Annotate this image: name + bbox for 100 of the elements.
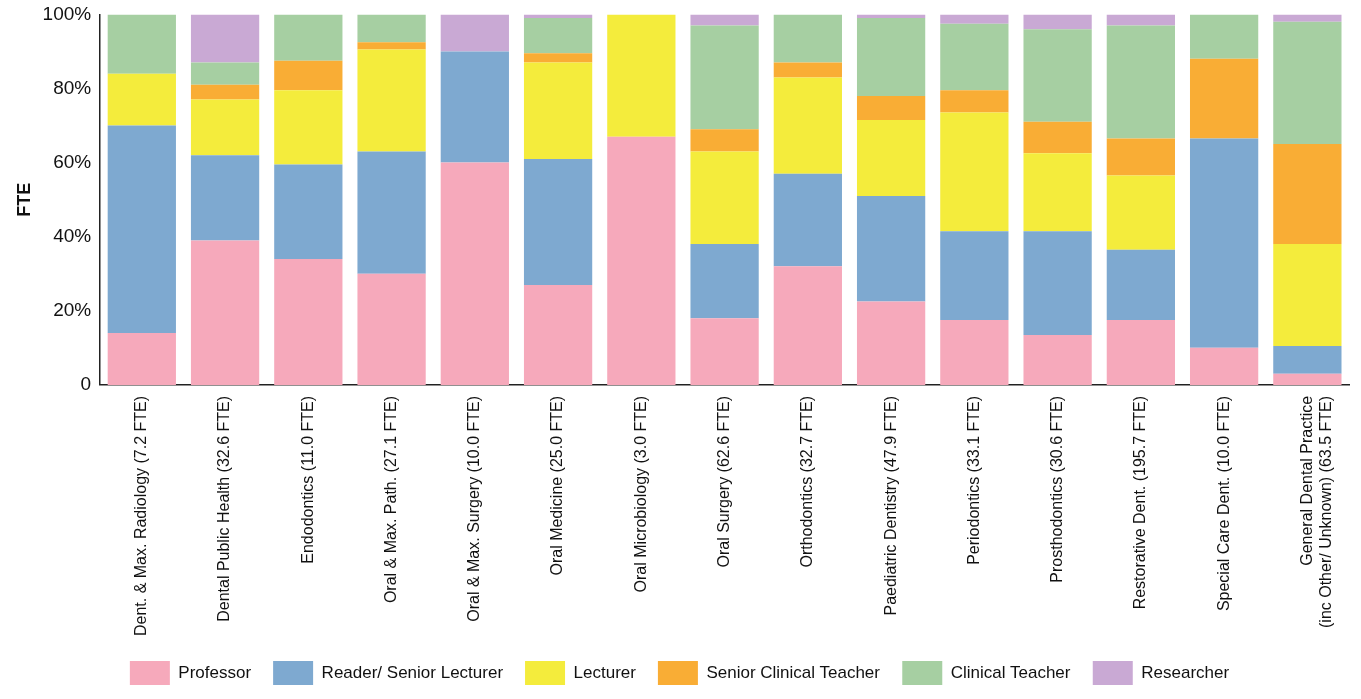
- bar: [190, 99, 260, 156]
- x-tick-label: Oral Microbiology (3.0 FTE): [631, 395, 649, 593]
- x-tick-label: Orthodontics (32.7 FTE): [798, 395, 816, 568]
- bar: [1106, 320, 1175, 385]
- bar: [107, 14, 176, 74]
- bar: [773, 173, 842, 267]
- bar: [773, 14, 842, 63]
- bar: [1106, 175, 1175, 250]
- legend-label: Senior Clinical Teacher: [706, 662, 881, 682]
- x-tick-label: Paediatric Dentistry (47.9 FTE): [881, 395, 899, 616]
- y-tick-label: 80%: [53, 76, 92, 98]
- y-tick-label: 20%: [53, 299, 92, 321]
- bar: [357, 151, 426, 274]
- bar: [107, 125, 176, 334]
- bar: [107, 333, 176, 385]
- bar: [1106, 25, 1175, 139]
- bar: [190, 14, 260, 63]
- bar: [440, 14, 509, 52]
- bar: [856, 18, 926, 96]
- bar: [690, 318, 759, 385]
- bar: [856, 95, 926, 120]
- bar: [1023, 121, 1092, 154]
- bar: [690, 129, 759, 152]
- bar: [1106, 14, 1175, 26]
- bar: [523, 284, 593, 385]
- y-axis-title: FTE: [13, 182, 34, 217]
- bar: [1189, 138, 1259, 348]
- bar: [440, 51, 509, 163]
- bar: [274, 90, 343, 165]
- bar: [107, 73, 176, 126]
- bar: [1189, 14, 1259, 59]
- bar: [1106, 249, 1175, 321]
- legend-label: Professor: [178, 662, 252, 682]
- bar: [940, 231, 1009, 321]
- bar: [607, 136, 676, 385]
- bar: [1273, 21, 1342, 145]
- bar: [1023, 14, 1092, 30]
- bar: [690, 25, 759, 130]
- bar: [357, 273, 426, 385]
- x-tick-label: Oral Medicine (25.0 FTE): [548, 395, 566, 576]
- bar: [190, 240, 260, 385]
- bar: [523, 62, 593, 159]
- bar: [1273, 373, 1342, 385]
- bar: [940, 112, 1009, 232]
- bar: [940, 14, 1009, 24]
- legend-label: Researcher: [1141, 662, 1230, 682]
- bar: [1023, 153, 1092, 232]
- x-tick-label: Prosthodontics (30.6 FTE): [1048, 395, 1066, 583]
- bar: [940, 90, 1009, 113]
- bar: [190, 62, 260, 85]
- x-tick-label: Restorative Dent. (195.7 FTE): [1131, 395, 1149, 610]
- bar: [690, 244, 759, 319]
- bar: [523, 158, 593, 285]
- bar: [940, 320, 1009, 385]
- bar: [274, 258, 343, 385]
- bar: [607, 14, 676, 137]
- bar: [773, 62, 842, 78]
- bar: [856, 195, 926, 302]
- bar: [357, 49, 426, 152]
- bar: [773, 77, 842, 174]
- y-tick-label: 0: [80, 373, 92, 395]
- legend-label: Clinical Teacher: [950, 662, 1071, 682]
- y-tick-label: 40%: [53, 224, 92, 246]
- bar: [690, 151, 759, 245]
- x-tick-label: General Dental Practice (inc Other/ Unknown) (63.5 FTE): [1297, 395, 1334, 628]
- bar: [357, 14, 426, 43]
- bar: [690, 14, 759, 26]
- x-tick-label: Dent. & Max. Radiology (7.2 FTE): [132, 395, 150, 637]
- bar: [357, 42, 426, 50]
- bar: [1023, 231, 1092, 335]
- bar: [940, 23, 1009, 91]
- x-tick-label: Oral & Max. Path. (27.1 FTE): [381, 395, 399, 604]
- bar: [1273, 244, 1342, 347]
- x-tick-label: Oral Surgery (62.6 FTE): [715, 395, 732, 568]
- bar: [1023, 29, 1092, 122]
- bar: [274, 60, 343, 91]
- bar: [190, 84, 260, 100]
- x-tick-label: Oral & Max. Surgery (10.0 FTE): [465, 395, 483, 622]
- bar: [856, 120, 926, 196]
- bar: [1273, 14, 1342, 22]
- bar: [1189, 347, 1259, 385]
- bar: [274, 14, 343, 61]
- bar: [190, 155, 260, 241]
- y-tick-label: 60%: [53, 150, 92, 172]
- y-tick-label: 100%: [42, 2, 92, 24]
- bar: [1189, 58, 1259, 139]
- bar: [856, 301, 926, 385]
- x-tick-label: Special Care Dent. (10.0 FTE): [1214, 395, 1232, 612]
- bar: [1273, 346, 1342, 374]
- bar: [274, 164, 343, 259]
- legend-label: Reader/ Senior Lecturer: [321, 662, 504, 682]
- bar: [523, 53, 593, 63]
- bar: [1106, 138, 1175, 176]
- bar: [523, 18, 593, 54]
- bar: [1023, 334, 1092, 385]
- bar: [1273, 144, 1342, 245]
- bar: [773, 266, 842, 385]
- legend-label: Lecturer: [573, 662, 637, 682]
- x-tick-label: Endodontics (11.0 FTE): [298, 395, 316, 564]
- bar: [440, 162, 509, 385]
